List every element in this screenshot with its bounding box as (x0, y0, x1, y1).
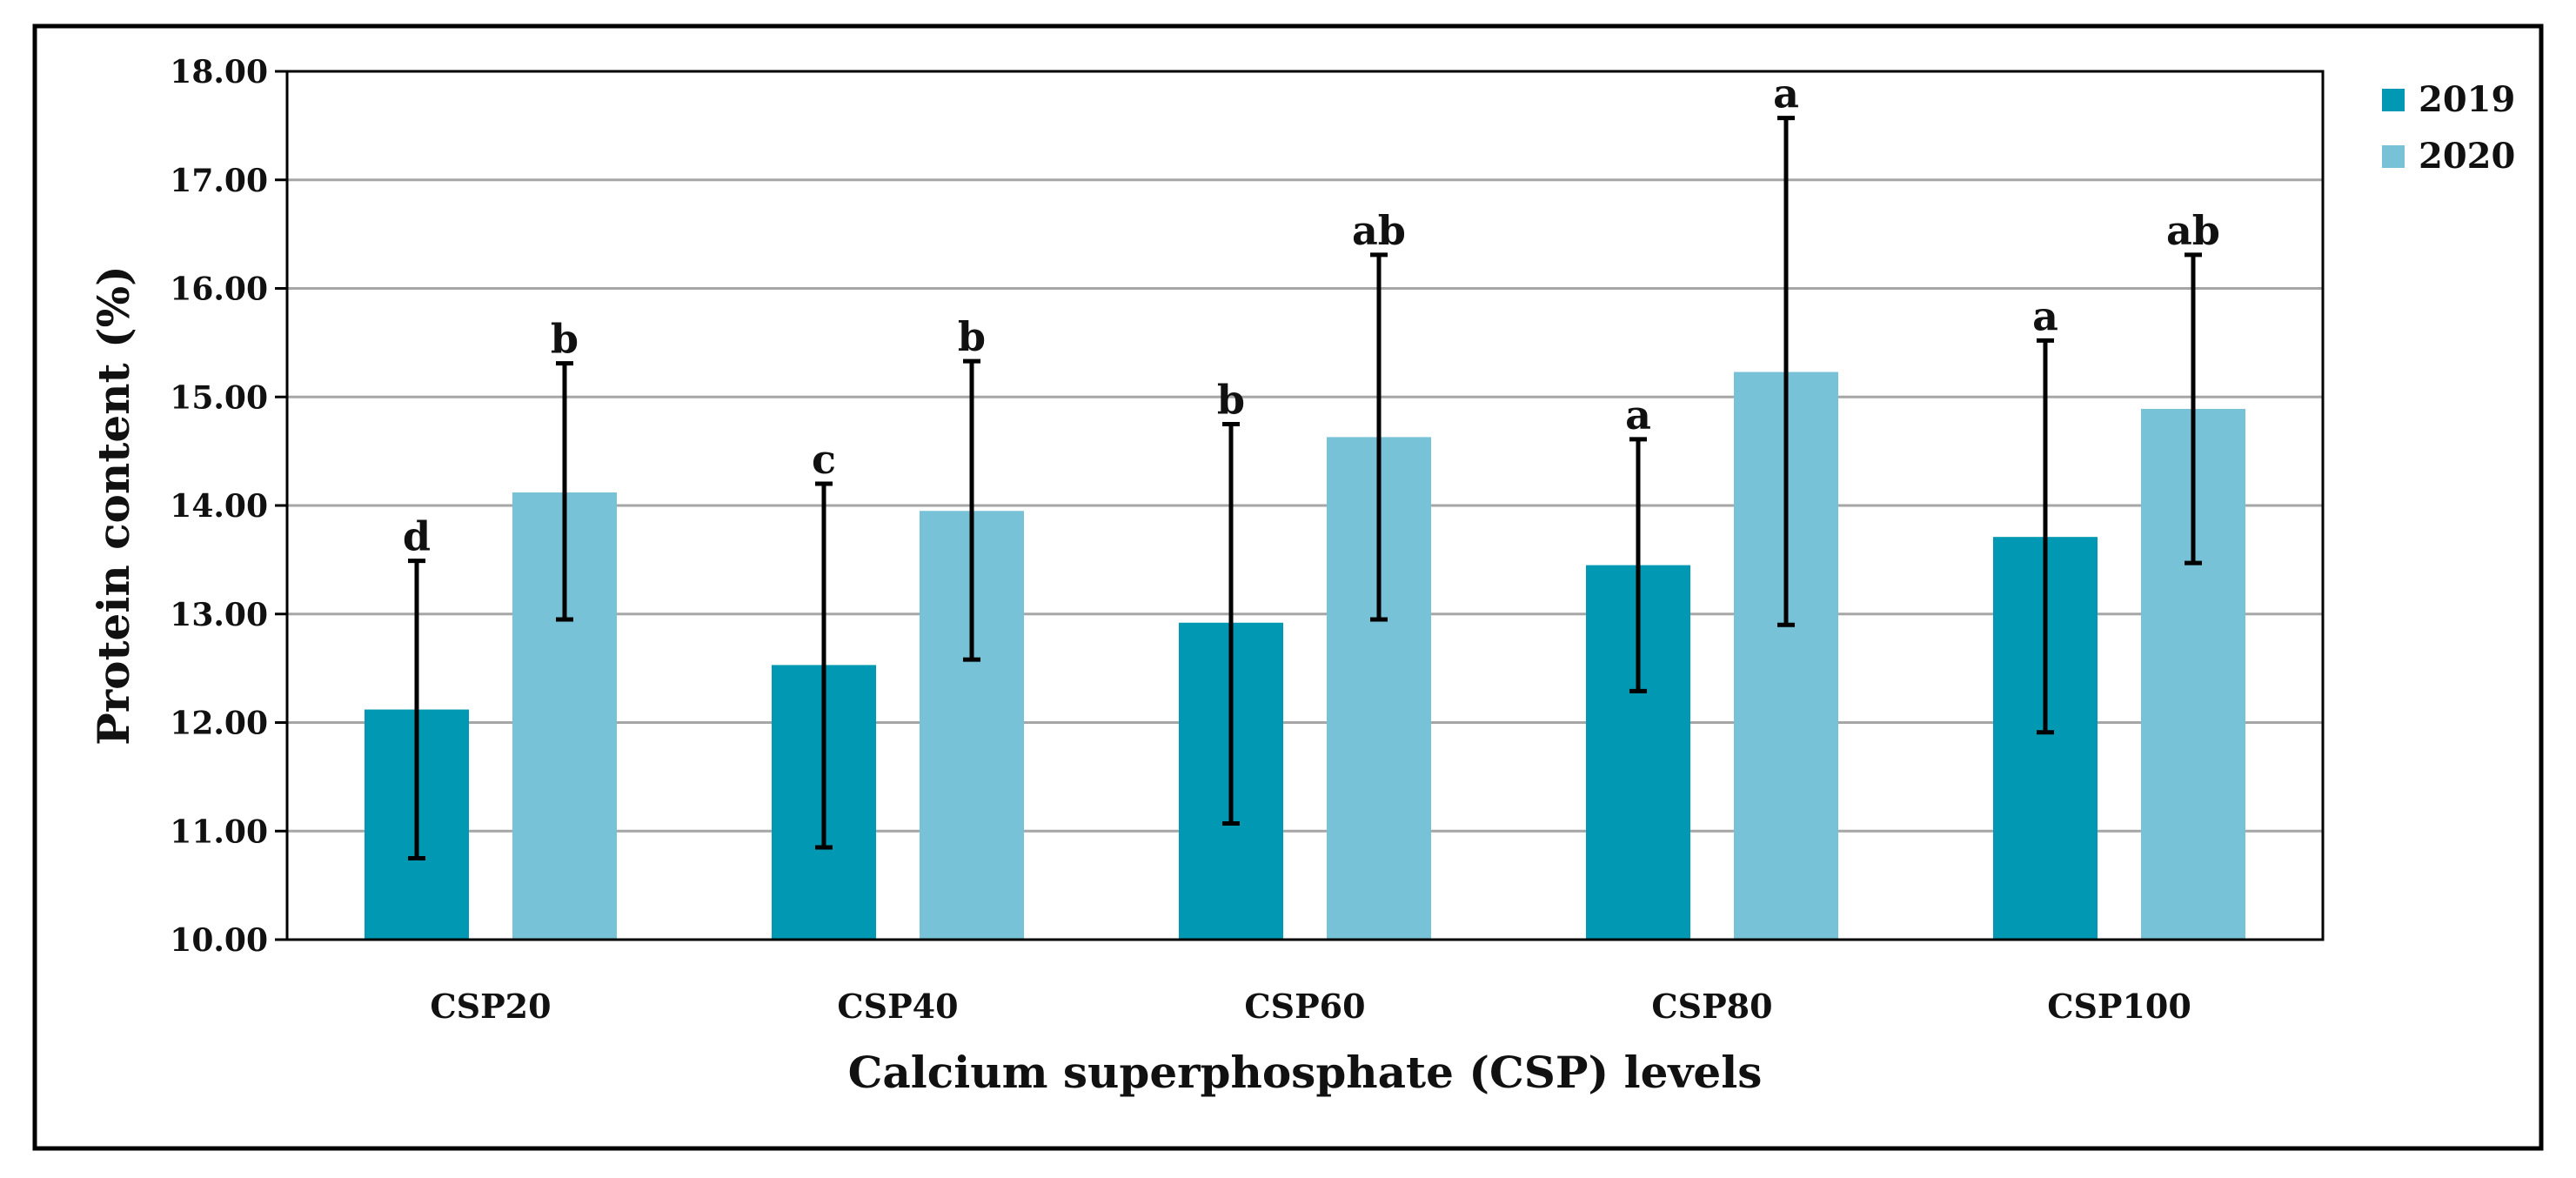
error-bars (408, 116, 2202, 860)
significance-label: d (403, 513, 431, 560)
y-tick-label: 18.00 (170, 54, 268, 90)
y-tick-label: 16.00 (170, 271, 268, 308)
error-bar-2019-CSP80 (1629, 437, 1647, 693)
significance-label: b (1217, 376, 1245, 423)
significance-label: c (812, 436, 836, 483)
legend-swatch-2020 (2382, 145, 2405, 168)
figure-frame (32, 23, 2544, 1151)
error-bar-2020-CSP60 (1370, 252, 1388, 622)
y-tick-label: 14.00 (170, 488, 268, 525)
y-tick-labels: 10.00 11.00 12.00 13.00 14.00 15.00 16.00 17.00… (170, 54, 287, 959)
x-axis-title: Calcium superphosphate (CSP) levels (848, 1047, 1763, 1098)
error-bar-2019-CSP100 (2037, 338, 2054, 735)
error-bar-2020-CSP100 (2185, 252, 2202, 566)
legend: 2019 2020 (2382, 79, 2515, 177)
significance-label: b (958, 313, 986, 360)
x-category-label: CSP40 (837, 987, 958, 1026)
significance-letters: d b c b b ab a a a ab (403, 70, 2220, 560)
y-tick-label: 13.00 (170, 597, 268, 633)
y-tick-label: 17.00 (170, 163, 268, 199)
significance-label: a (1625, 392, 1651, 438)
y-tick-label: 12.00 (170, 706, 268, 742)
error-bar-2019-CSP40 (815, 481, 833, 850)
y-tick-label: 10.00 (170, 922, 268, 959)
error-bar-2019-CSP60 (1222, 421, 1240, 827)
legend-label-2020: 2020 (2419, 136, 2515, 177)
legend-swatch-2019 (2382, 89, 2405, 111)
significance-label: ab (1352, 207, 1406, 254)
error-bar-2020-CSP20 (556, 361, 573, 622)
error-bar-2019-CSP20 (408, 559, 425, 860)
significance-label: ab (2166, 207, 2220, 254)
error-bar-2020-CSP80 (1777, 116, 1795, 627)
y-tick-label: 11.00 (170, 813, 268, 850)
x-category-label: CSP20 (430, 987, 551, 1026)
x-category-labels: CSP20 CSP40 CSP60 CSP80 CSP100 (430, 987, 2191, 1026)
x-category-label: CSP80 (1651, 987, 1772, 1026)
significance-label: a (1773, 70, 1799, 117)
significance-label: b (551, 316, 579, 363)
legend-label-2019: 2019 (2419, 79, 2515, 120)
significance-label: a (2032, 292, 2058, 339)
plot-area-border (285, 70, 2325, 941)
y-tick-label: 15.00 (170, 379, 268, 416)
y-axis-title: Protein content (%) (88, 265, 139, 746)
error-bar-2020-CSP40 (963, 358, 980, 662)
gridlines (287, 178, 2323, 833)
x-category-label: CSP60 (1244, 987, 1365, 1026)
x-category-label: CSP100 (2047, 987, 2191, 1026)
